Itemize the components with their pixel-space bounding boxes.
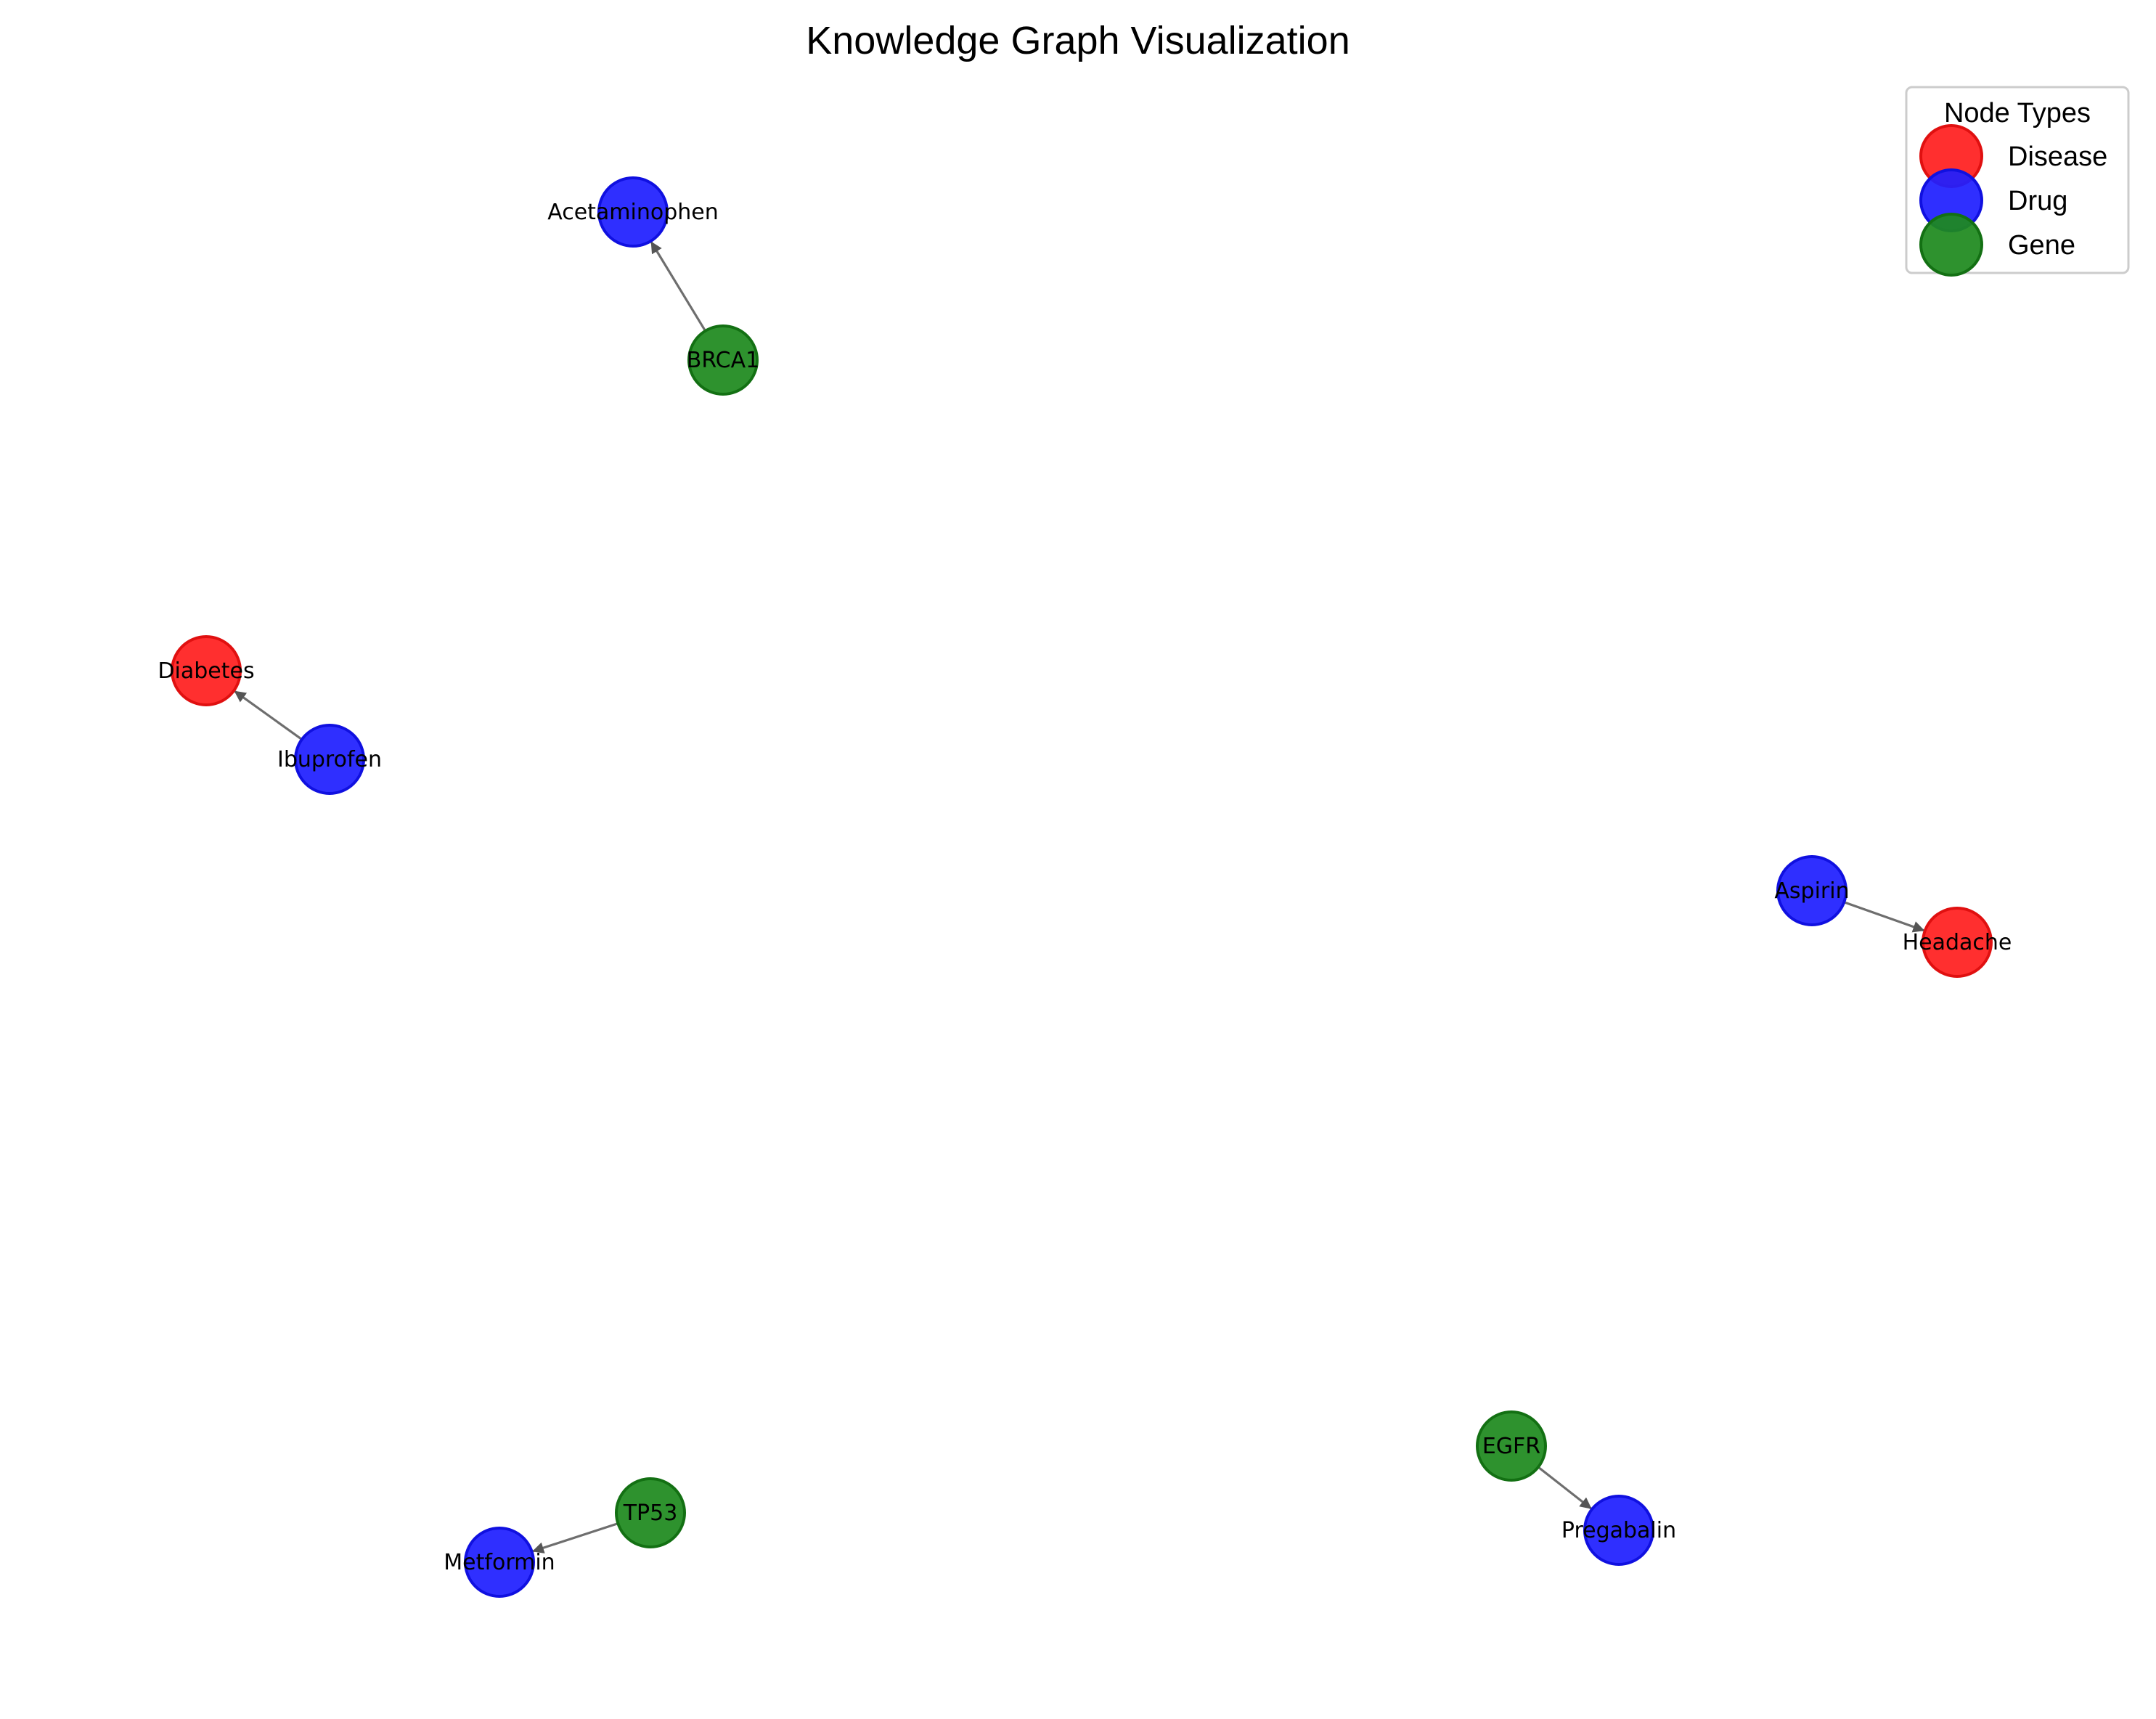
node-circle-disease <box>171 635 242 706</box>
node-acetaminophen[interactable]: Acetaminophen <box>547 176 719 248</box>
edge-aspirin-to-headache <box>1843 901 1925 933</box>
edge-brca1-to-acetaminophen <box>650 241 706 332</box>
edges-layer <box>234 241 1925 1553</box>
edge-tp53-to-metformin <box>532 1522 618 1553</box>
node-pregabalin[interactable]: Pregabalin <box>1561 1495 1676 1566</box>
nodes-layer: Acetaminophen BRCA1 Diabetes Ibuprofen Aspir… <box>158 176 2012 1598</box>
node-circle-gene <box>687 324 759 396</box>
legend-label-disease: Disease <box>2008 142 2107 172</box>
edge-egfr-to-pregabalin <box>1538 1466 1592 1510</box>
node-label: Pregabalin <box>1561 1518 1676 1543</box>
node-circle-disease <box>1922 907 1993 978</box>
node-tp53[interactable]: TP53 <box>615 1477 686 1548</box>
legend-swatch-gene <box>1919 213 1983 277</box>
legend-label-gene: Gene <box>2008 230 2075 261</box>
node-circle-gene <box>1476 1410 1547 1482</box>
node-label: Diabetes <box>158 658 254 684</box>
legend: Node Types Disease Drug Gene <box>1905 86 2130 277</box>
node-headache[interactable]: Headache <box>1903 907 2012 978</box>
node-label: Metformin <box>444 1550 555 1575</box>
node-aspirin[interactable]: Aspirin <box>1774 855 1850 926</box>
node-circle-drug <box>1583 1495 1654 1566</box>
graph-title: Knowledge Graph Visualization <box>806 19 1350 62</box>
node-label: BRCA1 <box>687 348 760 373</box>
node-diabetes[interactable]: Diabetes <box>158 635 255 706</box>
node-circle-drug <box>597 176 669 248</box>
legend-item-gene: Gene <box>1919 213 2075 277</box>
node-egfr[interactable]: EGFR <box>1476 1410 1547 1482</box>
node-label: Headache <box>1903 930 2012 955</box>
node-metformin[interactable]: Metformin <box>444 1527 555 1598</box>
legend-items: Disease Drug Gene <box>1919 124 2107 277</box>
node-label: Ibuprofen <box>277 747 382 772</box>
node-label: TP53 <box>623 1500 678 1526</box>
node-brca1[interactable]: BRCA1 <box>687 324 760 396</box>
legend-title: Node Types <box>1944 98 2091 128</box>
node-ibuprofen[interactable]: Ibuprofen <box>277 724 382 795</box>
legend-label-drug: Drug <box>2008 186 2067 216</box>
node-circle-drug <box>1776 855 1847 926</box>
node-label: Aspirin <box>1774 878 1849 904</box>
node-circle-drug <box>294 724 365 795</box>
node-label: EGFR <box>1482 1434 1540 1459</box>
node-circle-drug <box>464 1527 535 1598</box>
edge-ibuprofen-to-diabetes <box>234 690 303 740</box>
node-circle-gene <box>615 1477 686 1548</box>
node-label: Acetaminophen <box>547 200 719 225</box>
